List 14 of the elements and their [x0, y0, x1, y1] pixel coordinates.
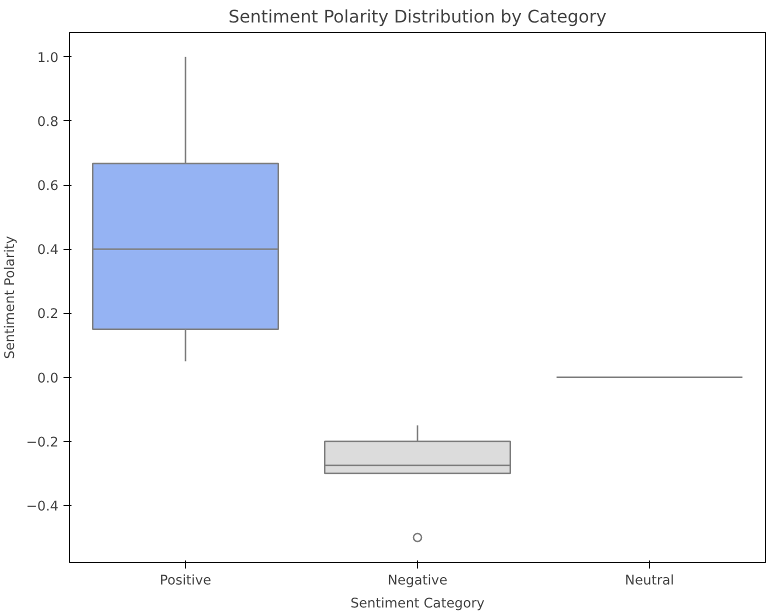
- x-tick-label: Neutral: [624, 574, 674, 588]
- chart-title: Sentiment Polarity Distribution by Category: [228, 8, 606, 28]
- x-axis-title: Sentiment Category: [350, 596, 485, 612]
- y-tick-label: 0.4: [37, 243, 59, 258]
- y-tick-label: −0.4: [26, 499, 59, 514]
- y-tick-label: 0.0: [37, 371, 59, 386]
- y-axis-title: Sentiment Polarity: [3, 236, 18, 360]
- y-tick-label: −0.2: [26, 435, 59, 450]
- x-tick-label: Positive: [160, 574, 212, 588]
- x-tick-label: Negative: [388, 574, 448, 588]
- y-tick-label: 1.0: [37, 50, 59, 66]
- y-tick-label: 0.6: [37, 179, 59, 194]
- y-tick-label: 0.8: [37, 114, 59, 130]
- y-tick-label: 0.2: [37, 307, 59, 322]
